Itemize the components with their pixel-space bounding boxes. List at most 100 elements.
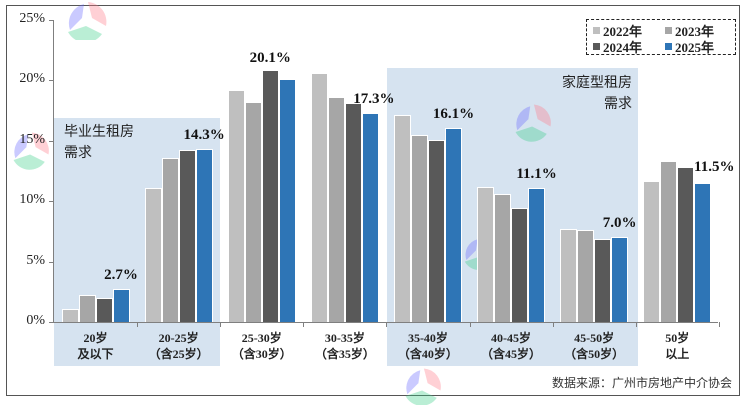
x-category-label: 20-25岁 （含25岁） [139,330,219,362]
graduate-zone-label-line1: 毕业生租房 [64,124,134,140]
bar-2022 [144,187,162,322]
x-category-label-line: （含45岁） [481,347,542,361]
x-category-label-line: 25-30岁 [241,331,282,345]
bar-2022 [560,228,578,322]
data-label: 17.3% [353,91,395,108]
x-category-label: 45-50岁 （含50岁） [554,330,634,362]
y-tick-mark [49,140,54,142]
x-category-label-line: 50岁 [665,331,690,345]
data-label: 11.1% [516,165,557,182]
bar-2025 [444,127,462,322]
bar-2024 [511,208,529,322]
bar-2024 [178,150,196,322]
x-category-label-line: 30-35岁 [324,331,365,345]
legend-item-2024: 2024年 [593,37,642,56]
x-category-label: 50岁以上 [637,330,717,362]
graduate-zone-label: 毕业生租房 需求 [64,122,134,164]
y-tick-label: 0% [26,313,45,328]
y-tick-mark [49,20,54,21]
x-category-label-line: （含35岁） [314,347,375,361]
legend-label: 2022年 [603,24,643,39]
x-category-label-line: 35-40岁 [407,331,448,345]
bar-2022 [477,186,495,322]
bar-2024 [344,103,362,322]
x-category-label-line: 45-50岁 [574,331,615,345]
x-category-label: 20岁及以下 [56,330,136,362]
x-category-label-line: 20-25岁 [158,331,199,345]
bar-2022 [643,180,661,322]
data-label: 16.1% [432,105,475,122]
x-axis [53,322,718,323]
y-tick-mark [49,201,54,203]
legend-swatch-icon [665,43,672,50]
data-label: 2.7% [104,267,138,284]
x-category-label-line: （含50岁） [564,347,625,361]
bar-2022 [227,90,245,322]
bar-2025 [195,149,213,322]
bar-2025 [694,183,712,322]
y-tick-label: 25% [19,11,45,26]
data-label: 7.0% [602,215,637,232]
bar-2022 [61,308,79,322]
y-tick-label: 5% [26,252,45,268]
bar-2023 [161,157,179,322]
legend-item-2022: 2022年 [593,21,642,40]
legend-item-2023: 2023年 [665,21,714,40]
bar-2023 [244,102,262,322]
bar-2025 [361,113,379,322]
x-category-label-line: （含30岁） [231,347,292,361]
bar-2024 [95,297,113,322]
bar-2023 [577,230,595,322]
y-tick-mark [49,322,54,323]
bar-2025 [278,79,296,322]
legend-swatch-icon [593,43,600,50]
y-tick-mark [49,80,54,82]
bar-2025 [528,187,546,322]
bar-2022 [393,115,411,322]
legend: 2022年 2023年 2024年 2025年 [586,19,736,55]
x-tick-mark [469,322,471,327]
family-zone-label: 家庭型租房 需求 [548,73,632,115]
x-tick-mark [635,322,637,327]
x-category-label-line: 及以下 [77,347,114,361]
x-category-label-line: （含25岁） [148,347,209,361]
x-tick-mark [718,322,720,327]
x-category-label-line: 以上 [665,347,690,361]
x-category-label-line: 40-45岁 [491,331,532,345]
x-category-label-line: 20岁 [83,331,108,345]
family-zone-label-line2: 需求 [604,96,632,112]
data-label: 20.1% [249,49,291,66]
family-zone-label-line1: 家庭型租房 [562,75,632,91]
bar-2025 [611,237,629,322]
bar-2023 [660,161,678,322]
bar-2024 [261,69,279,322]
y-tick-mark [49,261,54,263]
y-tick-label: 20% [19,71,45,87]
bar-2024 [427,139,445,322]
x-tick-mark [137,322,139,327]
bar-2023 [410,134,428,322]
data-label: 14.3% [183,127,225,144]
x-category-label: 35-40岁 （含40岁） [388,330,468,362]
data-source: 数据来源：广州市房地产中介协会 [551,376,732,390]
bar-2024 [677,167,695,322]
x-tick-mark [386,322,388,327]
legend-label: 2024年 [603,40,643,55]
data-label: 11.5% [694,159,735,176]
legend-label: 2025年 [675,40,715,55]
y-tick-label: 15% [19,131,45,147]
legend-item-2025: 2025年 [665,37,714,56]
bar-2022 [310,73,328,322]
legend-swatch-icon [665,27,672,34]
bar-2023 [494,193,512,322]
x-category-label: 30-35岁 （含35岁） [305,330,385,362]
y-axis [53,20,54,322]
x-category-label: 25-30岁 （含30岁） [222,330,302,362]
bar-2023 [78,295,96,322]
bar-2024 [594,238,612,322]
x-tick-mark [552,322,554,327]
legend-label: 2023年 [675,24,715,39]
bar-2025 [112,289,130,322]
x-category-label-line: （含40岁） [397,347,458,361]
bar-2023 [327,97,345,322]
